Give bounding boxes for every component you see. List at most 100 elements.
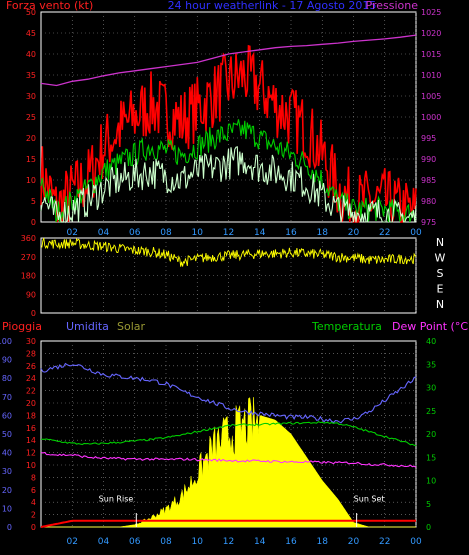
- x-tick-label: 12: [223, 537, 234, 547]
- temperatura-label: Temperatura: [311, 320, 382, 333]
- pressure-y-tick: 975: [421, 218, 436, 227]
- pioggia-y-tick: 12: [26, 449, 36, 458]
- direction-y-tick: 180: [21, 272, 36, 281]
- pressure-y-tick: 980: [421, 197, 436, 206]
- temp-y-tick: 20: [426, 430, 436, 439]
- plot-layer: 0510152025303540455097598098599099510001…: [0, 8, 446, 547]
- temp-y-tick: 5: [426, 500, 431, 509]
- wind-y-tick: 45: [26, 29, 36, 38]
- wind-y-tick: 5: [31, 197, 36, 206]
- dew-point-label: Dew Point (°C): [392, 320, 469, 333]
- x-tick-label: 00: [410, 537, 422, 547]
- pioggia-y-tick: 6: [31, 486, 36, 495]
- temp-y-tick: 15: [426, 453, 436, 462]
- pressure-y-tick: 1015: [421, 50, 441, 59]
- wind-direction-line: [40, 237, 417, 267]
- wind-y-tick: 10: [26, 176, 36, 185]
- pioggia-y-tick: 14: [26, 436, 36, 445]
- pioggia-y-tick: 10: [26, 461, 36, 470]
- umidita-y-tick: 0: [7, 523, 12, 532]
- pioggia-y-tick: 8: [31, 473, 36, 482]
- pioggia-y-tick: 0: [31, 523, 36, 532]
- umidita-label: Umidita: [66, 320, 109, 333]
- x-tick-label: 16: [285, 537, 297, 547]
- compass-letter-s: S: [437, 267, 444, 280]
- temp-y-tick: 0: [426, 523, 431, 532]
- compass-letter-n: N: [436, 298, 444, 311]
- umidita-y-tick: 100: [0, 337, 12, 346]
- x-tick-label: 22: [379, 537, 390, 547]
- umidita-y-tick: 40: [2, 449, 12, 458]
- pioggia-y-tick: 16: [26, 424, 36, 433]
- direction-y-tick: 270: [21, 253, 36, 262]
- pressure-y-tick: 995: [421, 134, 436, 143]
- wind-y-tick: 50: [26, 8, 36, 17]
- pioggia-y-tick: 18: [26, 411, 36, 420]
- x-tick-label: 06: [129, 537, 141, 547]
- wind-series-line: [40, 119, 417, 223]
- sunset-label: Sun Set: [354, 494, 385, 503]
- compass-letter-w: W: [435, 252, 446, 265]
- pressure-y-tick: 1005: [421, 92, 441, 101]
- x-tick-label: 04: [98, 228, 110, 238]
- umidita-y-tick: 80: [2, 374, 12, 383]
- wind-y-tick: 0: [31, 218, 36, 227]
- umidita-y-tick: 10: [2, 504, 12, 513]
- compass-letter-n: N: [436, 236, 444, 249]
- pioggia-label: Pioggia: [2, 320, 42, 333]
- chart-title: 24 hour weatherlink - 17 Agosto 2015: [168, 0, 377, 12]
- x-tick-label: 18: [317, 228, 329, 238]
- direction-y-tick: 0: [31, 309, 36, 318]
- x-tick-label: 04: [98, 537, 110, 547]
- x-tick-label: 12: [223, 228, 234, 238]
- pressure-y-tick: 1020: [421, 29, 441, 38]
- wind-y-tick: 40: [26, 50, 36, 59]
- x-tick-label: 14: [254, 228, 266, 238]
- umidita-y-tick: 90: [2, 356, 12, 365]
- pressure-line: [40, 34, 417, 87]
- pioggia-y-tick: 2: [31, 511, 36, 520]
- umidita-y-tick: 20: [2, 486, 12, 495]
- pioggia-y-tick: 24: [26, 374, 36, 383]
- pioggia-y-tick: 26: [26, 362, 36, 371]
- umidita-y-tick: 30: [2, 467, 12, 476]
- umidita-line: [40, 362, 417, 424]
- pressure-y-tick: 985: [421, 176, 436, 185]
- pioggia-y-tick: 22: [26, 387, 36, 396]
- wind-series-line: [40, 146, 417, 224]
- pressure-axis-title: Pressione: [366, 0, 419, 12]
- pioggia-y-tick: 20: [26, 399, 36, 408]
- umidita-y-tick: 60: [2, 411, 12, 420]
- x-tick-label: 08: [160, 228, 172, 238]
- compass-letter-e: E: [437, 283, 444, 296]
- dew-point-line: [40, 451, 417, 468]
- wind-axis-title: Forza vento (kt): [6, 0, 93, 12]
- pressure-y-tick: 1025: [421, 8, 441, 17]
- x-tick-label: 00: [410, 228, 422, 238]
- x-tick-label: 02: [67, 537, 78, 547]
- pioggia-y-tick: 28: [26, 349, 36, 358]
- pressure-y-tick: 1010: [421, 71, 441, 80]
- solar-label: Solar: [117, 320, 146, 333]
- umidita-y-tick: 70: [2, 393, 12, 402]
- pioggia-y-tick: 4: [31, 498, 36, 507]
- direction-y-tick: 360: [21, 234, 36, 243]
- x-tick-label: 02: [67, 228, 78, 238]
- x-tick-label: 08: [160, 537, 172, 547]
- x-tick-label: 06: [129, 228, 141, 238]
- direction-y-tick: 90: [26, 290, 36, 299]
- wind-y-tick: 30: [26, 92, 36, 101]
- temp-y-tick: 40: [426, 337, 436, 346]
- x-tick-label: 20: [348, 537, 360, 547]
- sunrise-label: Sun Rise: [99, 494, 134, 503]
- temp-y-tick: 25: [426, 407, 436, 416]
- temp-y-tick: 35: [426, 360, 436, 369]
- temp-y-tick: 10: [426, 477, 436, 486]
- x-tick-label: 10: [192, 228, 204, 238]
- wind-y-tick: 20: [26, 134, 36, 143]
- wind-y-tick: 35: [26, 71, 36, 80]
- wind-y-tick: 15: [26, 155, 36, 164]
- x-tick-label: 22: [379, 228, 390, 238]
- x-tick-label: 14: [254, 537, 266, 547]
